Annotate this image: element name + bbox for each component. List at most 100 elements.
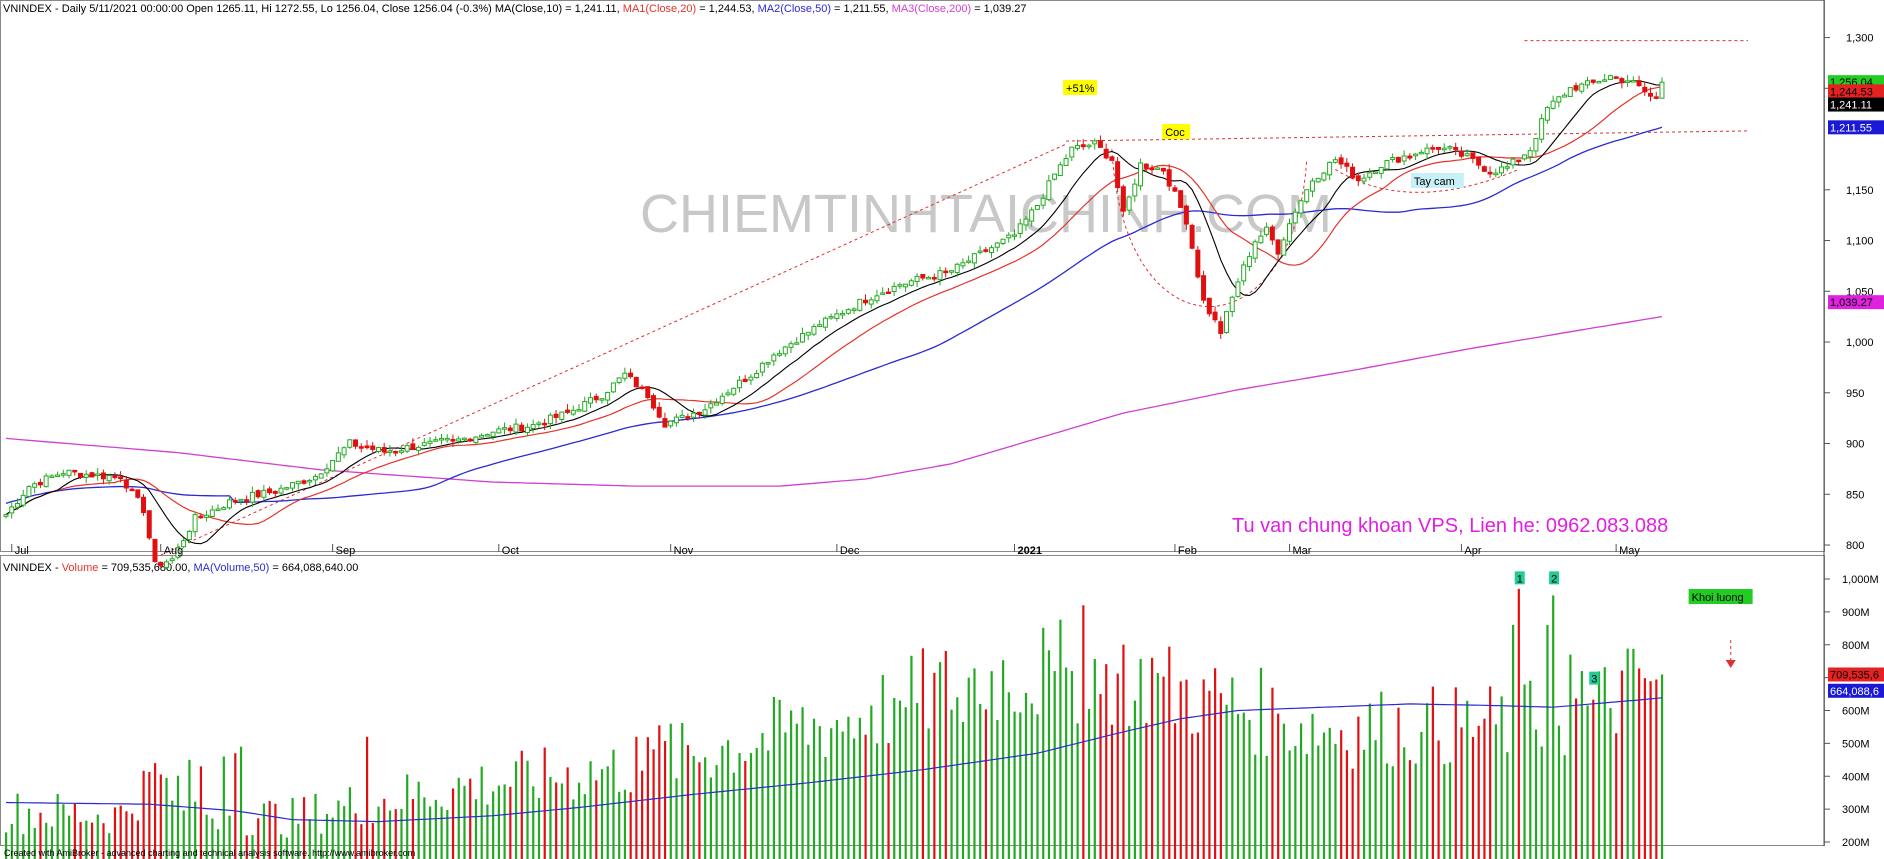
candle-up bbox=[1441, 147, 1447, 151]
candle-down bbox=[519, 424, 525, 432]
volume-bar-up bbox=[492, 791, 495, 859]
footer-text: Created with AmiBroker - advanced charti… bbox=[4, 848, 415, 858]
candle-down bbox=[1636, 80, 1642, 87]
volume-bar-down bbox=[646, 737, 649, 859]
marker-bg bbox=[1514, 571, 1525, 585]
candle-down bbox=[112, 475, 118, 479]
volume-label-bg bbox=[1688, 589, 1753, 604]
volume-bar-up bbox=[16, 793, 19, 859]
volume-bar-up bbox=[583, 794, 586, 859]
volume-bar-down bbox=[1489, 686, 1492, 859]
candle-down bbox=[1218, 321, 1224, 334]
volume-bar-up bbox=[1603, 667, 1606, 859]
volume-bar-up bbox=[1288, 750, 1291, 859]
volume-bar-down bbox=[1173, 723, 1177, 859]
candle-down bbox=[89, 472, 95, 478]
volume-bar-up bbox=[182, 810, 185, 859]
volume-bar-down bbox=[1345, 750, 1349, 859]
candle-up bbox=[599, 398, 605, 401]
candle-up bbox=[1264, 226, 1270, 235]
date-tick-label: Oct bbox=[502, 545, 519, 557]
volume-bar-up bbox=[732, 772, 735, 859]
price-badge-label: 1,244.53 bbox=[1830, 86, 1873, 98]
candle-down bbox=[742, 378, 748, 383]
volume-bar-down bbox=[1340, 730, 1343, 859]
candle-up bbox=[1017, 223, 1023, 235]
candle-down bbox=[696, 411, 702, 415]
candle-up bbox=[1126, 196, 1132, 211]
candle-up bbox=[433, 439, 439, 442]
candle-up bbox=[1533, 137, 1539, 152]
candle-up bbox=[324, 468, 330, 474]
candle-up bbox=[719, 395, 725, 405]
candle-up bbox=[771, 354, 777, 362]
candle-up bbox=[691, 412, 697, 418]
volume-bar-down bbox=[383, 798, 386, 859]
candle-down bbox=[381, 447, 387, 453]
candle-down bbox=[863, 299, 868, 304]
candle-down bbox=[393, 451, 399, 454]
volume-bar-up bbox=[1506, 752, 1509, 859]
ma10-line bbox=[5, 80, 1663, 545]
price-badge bbox=[1828, 120, 1884, 135]
volume-bar-up bbox=[503, 784, 506, 859]
volume-marker-3: 3 bbox=[1591, 674, 1597, 686]
candle-up bbox=[897, 284, 903, 287]
candle-down bbox=[1189, 224, 1195, 249]
volume-bar-up bbox=[1500, 696, 1503, 859]
volume-bar-up bbox=[778, 699, 781, 859]
volume-bar-down bbox=[371, 823, 374, 859]
volume-bar-down bbox=[1655, 679, 1658, 859]
candle-up bbox=[1298, 200, 1304, 214]
candle-up bbox=[404, 445, 410, 452]
candle-up bbox=[1556, 96, 1562, 103]
volume-bar-up bbox=[1466, 700, 1469, 859]
candle-up bbox=[427, 440, 433, 444]
volume-bar-down bbox=[245, 835, 248, 859]
volume-bar-up bbox=[956, 697, 959, 859]
candle-up bbox=[186, 530, 192, 541]
volume-bar-down bbox=[1162, 676, 1165, 859]
header-segment: MA2(Close,50) bbox=[755, 3, 831, 15]
volume-bar-down bbox=[1649, 681, 1652, 859]
volume-bar-up bbox=[337, 800, 340, 859]
candle-up bbox=[192, 514, 198, 533]
volume-bar-up bbox=[1426, 703, 1429, 859]
candle-up bbox=[1510, 158, 1516, 166]
price-tick-label: 850 bbox=[1846, 489, 1864, 501]
candle-down bbox=[645, 386, 651, 398]
volume-bar-down bbox=[1483, 718, 1486, 859]
candle-up bbox=[1069, 146, 1075, 158]
volume-bar-up bbox=[1660, 674, 1664, 859]
candle-up bbox=[106, 474, 112, 482]
volume-bar-up bbox=[1047, 650, 1051, 859]
volume-bar-down bbox=[1460, 727, 1463, 859]
candle-up bbox=[1023, 218, 1029, 226]
volume-bar-down bbox=[520, 750, 523, 859]
candle-up bbox=[1447, 146, 1453, 149]
volume-bar-down bbox=[1196, 732, 1200, 859]
candle-up bbox=[547, 414, 553, 425]
volume-badge-label: 709,535,6 bbox=[1830, 670, 1879, 682]
candle-up bbox=[971, 253, 977, 264]
volume-bar-up bbox=[27, 808, 31, 859]
candle-up bbox=[731, 387, 737, 395]
volume-bar-up bbox=[45, 822, 48, 859]
volume-bar-up bbox=[85, 820, 88, 859]
volume-marker-2: 2 bbox=[1551, 573, 1557, 585]
volume-bar-up bbox=[165, 777, 168, 859]
candle-up bbox=[1281, 239, 1287, 256]
volume-bar-up bbox=[1597, 671, 1601, 859]
date-tick-label: Aug bbox=[164, 545, 184, 557]
candle-up bbox=[261, 489, 267, 498]
volume-bar-up bbox=[1042, 627, 1045, 859]
volume-bar-down bbox=[1615, 733, 1618, 859]
volume-bar-down bbox=[79, 822, 82, 859]
candle-down bbox=[1178, 190, 1184, 208]
candle-up bbox=[1235, 281, 1241, 297]
date-tick-label: Feb bbox=[1178, 545, 1197, 557]
volume-bar-down bbox=[1454, 687, 1457, 859]
volume-bar-up bbox=[1076, 723, 1079, 859]
date-tick-label: Dec bbox=[840, 545, 860, 557]
volume-bar-up bbox=[474, 799, 478, 859]
